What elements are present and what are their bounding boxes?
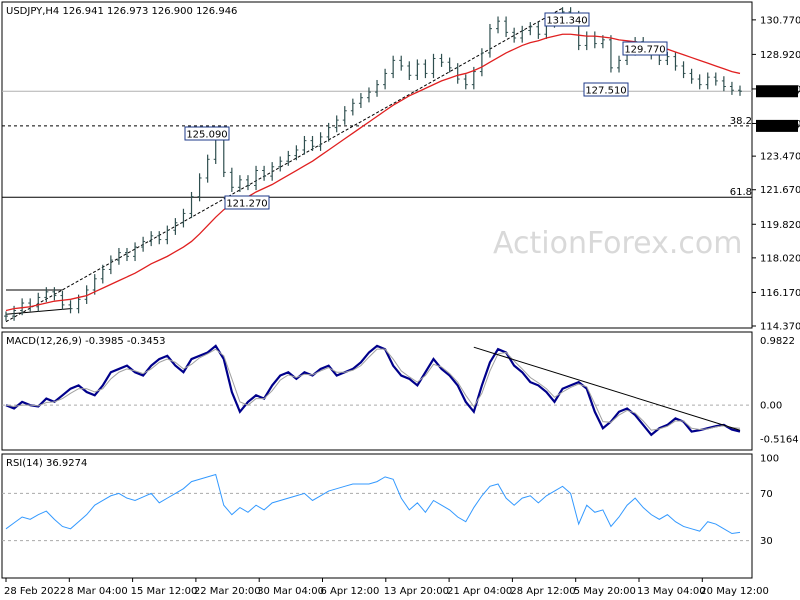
x-axis-label: 13 May 04:00 xyxy=(637,586,706,597)
axis-layer: 130.770128.920127.070125.220123.470121.6… xyxy=(4,15,800,597)
fib-label: 61.8 xyxy=(730,187,752,198)
annotation-box xyxy=(184,126,230,141)
price-layer: 38.2 61.8 131.340 125.090 121.270 129.770 127.… xyxy=(2,7,752,323)
price-axis-label: 114.370 xyxy=(760,322,800,333)
price-axis-label: 121.670 xyxy=(760,185,800,196)
annotation-label: 129.770 xyxy=(624,45,665,56)
rsi-axis-label: 70 xyxy=(760,489,773,500)
annotation-box xyxy=(583,82,629,97)
price-axis-label: 119.820 xyxy=(760,220,800,231)
price-tag-label: 126.946 xyxy=(758,87,799,98)
macd-axis-label: 0.00 xyxy=(760,401,782,412)
annotation-box xyxy=(224,195,270,210)
annotation-label: 125.090 xyxy=(186,130,227,141)
x-axis-label: 28 Feb 2022 xyxy=(4,586,66,597)
annotation-label: 121.270 xyxy=(226,199,267,210)
price-axis-label: 128.920 xyxy=(760,50,800,61)
macd-trend-line xyxy=(473,346,741,431)
macd-axis-label: 0.9822 xyxy=(760,336,795,347)
x-axis-label: 8 Mar 04:00 xyxy=(67,586,127,597)
moving-average-line xyxy=(5,33,741,312)
macd-axis-label: -0.5164 xyxy=(760,435,799,446)
trend-line xyxy=(5,7,563,323)
macd-series-line xyxy=(5,344,741,437)
x-axis-label: 21 Apr 04:00 xyxy=(447,586,512,597)
rsi-title: RSI(14) 36.9274 xyxy=(6,458,87,469)
annotation-box xyxy=(544,12,590,27)
price-tag-box xyxy=(756,85,798,98)
x-axis-label: 13 Apr 20:00 xyxy=(384,586,449,597)
annotation-label: 127.510 xyxy=(585,86,626,97)
x-axis-label: 6 Apr 12:00 xyxy=(321,586,380,597)
x-axis-label: 15 Mar 12:00 xyxy=(131,586,198,597)
x-axis-label: 28 Apr 12:00 xyxy=(510,586,575,597)
x-axis-label: 30 Mar 04:00 xyxy=(257,586,324,597)
macd-title: MACD(12,26,9) -0.3985 -0.3453 xyxy=(6,336,166,347)
watermark: ActionForex.com xyxy=(493,226,742,261)
rsi-axis-label: 30 xyxy=(760,536,773,547)
price-axis-label: 116.170 xyxy=(760,288,800,299)
rsi-axis-label: 100 xyxy=(760,454,779,465)
x-axis-label: 22 Mar 20:00 xyxy=(194,586,261,597)
x-axis-label: 20 May 12:00 xyxy=(700,586,769,597)
annotation-label: 131.340 xyxy=(546,16,587,27)
macd-layer xyxy=(2,344,752,437)
price-tag-label: 125.090 xyxy=(758,121,799,132)
x-axis-label: 5 May 20:00 xyxy=(574,586,636,597)
rsi-panel-frame xyxy=(1,453,753,579)
rsi-series-line xyxy=(5,473,741,535)
macd-panel-frame xyxy=(1,331,753,451)
price-axis-label: 118.020 xyxy=(760,253,800,264)
price-title: USDJPY,H4 126.941 126.973 126.900 126.94… xyxy=(6,6,237,17)
price-axis-label: 123.470 xyxy=(760,152,800,163)
rsi-layer xyxy=(2,473,752,542)
fib-label: 38.2 xyxy=(730,116,752,127)
annotation-box xyxy=(622,41,668,56)
macd-series-line xyxy=(5,348,741,431)
price-axis-label: 130.770 xyxy=(760,15,800,26)
price-tag-box xyxy=(756,119,798,132)
